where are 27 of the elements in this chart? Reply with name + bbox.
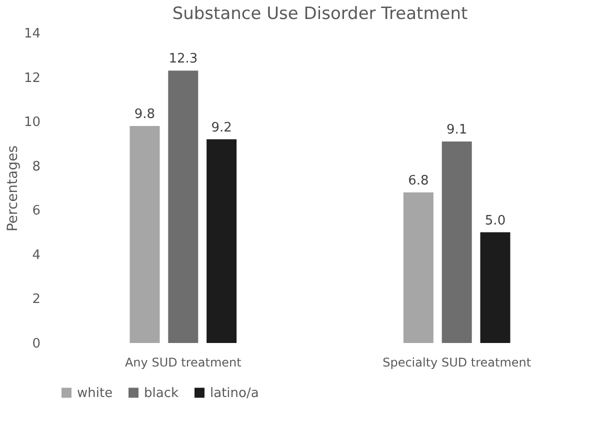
legend-label: black bbox=[144, 386, 179, 401]
legend-label: latino/a bbox=[210, 386, 259, 401]
bar bbox=[442, 142, 472, 343]
bar bbox=[403, 192, 434, 343]
x-tick-label: Any SUD treatment bbox=[124, 356, 242, 370]
y-tick-label: 4 bbox=[32, 248, 40, 263]
y-tick-label: 10 bbox=[24, 115, 40, 130]
data-label: 9.1 bbox=[446, 122, 468, 138]
data-label: 5.0 bbox=[484, 213, 506, 228]
legend-label: white bbox=[77, 386, 113, 401]
data-label: 12.3 bbox=[168, 52, 198, 67]
bar bbox=[480, 232, 510, 343]
y-tick-label: 2 bbox=[32, 292, 40, 308]
bar bbox=[130, 126, 160, 343]
y-tick-label: 8 bbox=[32, 159, 40, 174]
y-tick-label: 6 bbox=[32, 204, 40, 219]
data-label: 9.2 bbox=[211, 120, 232, 136]
bar bbox=[206, 139, 237, 343]
bar bbox=[168, 70, 198, 343]
y-axis-title: Percentages bbox=[4, 145, 21, 232]
y-tick-label: 12 bbox=[24, 70, 40, 86]
data-label: 9.8 bbox=[134, 107, 156, 122]
y-tick-label: 0 bbox=[32, 336, 40, 352]
y-tick-label: 14 bbox=[24, 26, 40, 42]
x-tick-label: Specialty SUD treatment bbox=[382, 356, 532, 370]
chart-title: Substance Use Disorder Treatment bbox=[172, 4, 468, 24]
data-label: 6.8 bbox=[408, 173, 429, 188]
